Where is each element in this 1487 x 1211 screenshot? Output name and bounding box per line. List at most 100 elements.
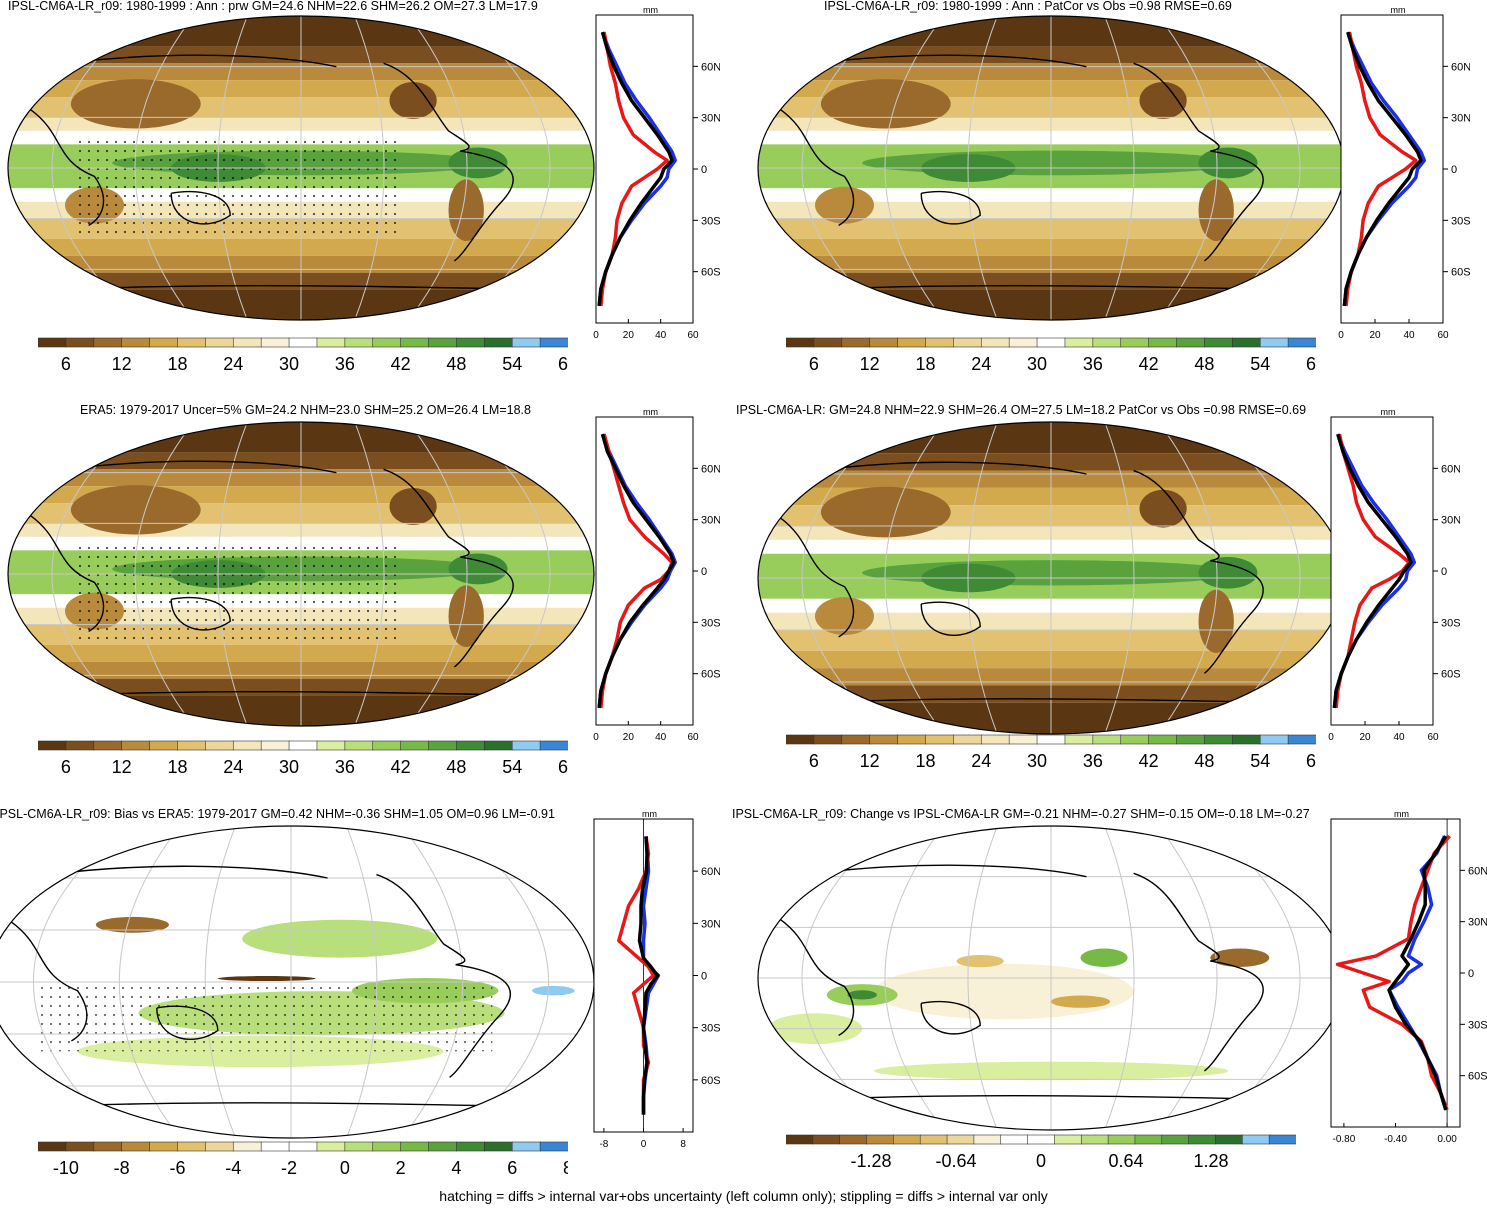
profile-series-line (597, 31, 674, 307)
colorbar-swatch (1008, 337, 1038, 348)
colorbar-swatch (121, 337, 151, 348)
colorbar-tick-label: 24 (223, 757, 243, 777)
colorbar-swatch (372, 740, 402, 751)
lat-tick-label: 60N (1468, 865, 1487, 877)
colorbar-swatch (205, 740, 234, 751)
colorbar-swatch (812, 1134, 841, 1145)
colorbar-swatch (1134, 1134, 1163, 1145)
colorbar-tick-label: 36 (1083, 751, 1103, 771)
colorbar-swatch (1268, 1134, 1296, 1145)
lat-tick-label: 60N (701, 463, 720, 475)
colorbar-tick-label: 18 (167, 757, 187, 777)
value-tick-label: 8 (680, 1139, 686, 1150)
value-tick-label: 0 (593, 732, 599, 743)
colorbar-swatch (919, 1134, 948, 1145)
colorbar-swatch (149, 1141, 179, 1152)
colorbar-swatch (1259, 734, 1289, 745)
panel-middle-left: ERA5: 1979-2017 Uncer=5% GM=24.2 NHM=23.… (0, 400, 720, 780)
colorbar-swatch (38, 337, 67, 348)
panel-top-left: IPSL-CM6A-LR_r09: 1980-1999 : Ann : prw … (0, 0, 720, 380)
colorbar: 612182430364248546066 (38, 337, 568, 374)
colorbar-swatch (1000, 1134, 1029, 1145)
colorbar-swatch (232, 337, 262, 348)
colorbar-swatch (813, 734, 843, 745)
value-tick-label: 40 (655, 330, 667, 341)
precip-map (757, 421, 1345, 735)
lat-tick-label: 30N (1441, 515, 1460, 527)
colorbar-swatch (1120, 337, 1150, 348)
colorbar-swatch (953, 337, 982, 348)
zonal-mean-profile: mm 60N 30N 0 30S 60S 0 20 40 60 (593, 5, 720, 341)
colorbar-swatch (400, 1141, 430, 1152)
colorbar-tick-label: 6 (507, 1158, 517, 1178)
lat-tick-label: 0 (1441, 566, 1447, 578)
colorbar-swatch (344, 740, 374, 751)
colorbar-tick-label: 1.28 (1193, 1151, 1228, 1171)
lat-tick-label: 0 (1451, 164, 1457, 176)
colorbar-swatch (1176, 337, 1206, 348)
colorbar-swatch (1232, 734, 1261, 745)
colorbar-tick-label: 4 (451, 1158, 461, 1178)
lat-tick-label: 0 (701, 566, 707, 578)
colorbar-tick-label: 30 (279, 354, 299, 374)
colorbar-swatch (1107, 1134, 1136, 1145)
value-tick-label: -0.40 (1384, 1134, 1407, 1145)
colorbar-swatch (65, 1141, 95, 1152)
colorbar-tick-label: 30 (1027, 354, 1047, 374)
lat-tick-label: 0 (1468, 968, 1474, 980)
colorbar-swatch (1204, 734, 1234, 745)
colorbar-swatch (953, 734, 982, 745)
colorbar-swatch (93, 1141, 123, 1152)
colorbar-tick-label: 12 (860, 751, 880, 771)
lat-tick-label: 60S (701, 267, 720, 279)
colorbar-swatch (65, 740, 95, 751)
footer-note: hatching = diffs > internal var+obs unce… (439, 1188, 1048, 1204)
lat-tick-label: 0 (701, 164, 707, 176)
value-tick-label: -8 (599, 1139, 608, 1150)
colorbar: 612182430364248546066 (38, 740, 568, 777)
colorbar-swatch (288, 740, 318, 751)
colorbar-tick-label: 30 (279, 757, 299, 777)
colorbar-swatch (539, 740, 568, 751)
colorbar-tick-label: 30 (1027, 751, 1047, 771)
lat-tick-label: 60N (701, 866, 720, 878)
colorbar-swatch (1036, 734, 1066, 745)
colorbar-swatch (316, 1141, 346, 1152)
colorbar-tick-label: 12 (112, 354, 132, 374)
lat-tick-label: 60S (701, 1075, 720, 1087)
colorbar-swatch (177, 1141, 207, 1152)
value-tick-label: 20 (1359, 732, 1371, 743)
colorbar-swatch (925, 734, 955, 745)
colorbar-tick-label: 18 (915, 354, 935, 374)
colorbar-tick-label: -6 (169, 1158, 185, 1178)
colorbar-swatch (897, 337, 927, 348)
value-tick-label: 40 (1393, 732, 1405, 743)
colorbar-swatch (177, 337, 207, 348)
colorbar-swatch (121, 740, 151, 751)
value-tick-label: 20 (623, 732, 635, 743)
colorbar-tick-label: 54 (502, 354, 522, 374)
colorbar-swatch (1054, 1134, 1082, 1145)
lat-tick-label: 30S (1451, 215, 1470, 227)
colorbar-tick-label: 42 (391, 757, 411, 777)
colorbar: 612182430364248546066 (786, 337, 1316, 374)
colorbar-swatch (946, 1134, 975, 1145)
panel-bottom-right: IPSL-CM6A-LR_r09: Change vs IPSL-CM6A-LR… (732, 802, 1487, 1182)
colorbar-swatch (205, 337, 234, 348)
panel-title: IPSL-CM6A-LR_r09: 1980-1999 : Ann : prw … (8, 0, 538, 13)
colorbar-tick-label: 60 (1306, 751, 1316, 771)
colorbar-swatch (980, 734, 1010, 745)
colorbar-tick-label: 42 (1139, 354, 1159, 374)
colorbar-swatch (511, 1141, 541, 1152)
colorbar-tick-label: 6 (809, 751, 819, 771)
zonal-mean-profile: mm 60N 30N 0 30S 60S 0 20 40 60 (593, 407, 720, 743)
colorbar-tick-label: 48 (1194, 354, 1214, 374)
colorbar-swatch (456, 337, 486, 348)
colorbar-swatch (1242, 1134, 1270, 1145)
colorbar-swatch (539, 337, 568, 348)
colorbar-swatch (1092, 337, 1122, 348)
colorbar-tick-label: 48 (446, 757, 466, 777)
colorbar-swatch (205, 1141, 234, 1152)
colorbar-tick-label: 24 (223, 354, 243, 374)
colorbar-swatch (288, 337, 318, 348)
